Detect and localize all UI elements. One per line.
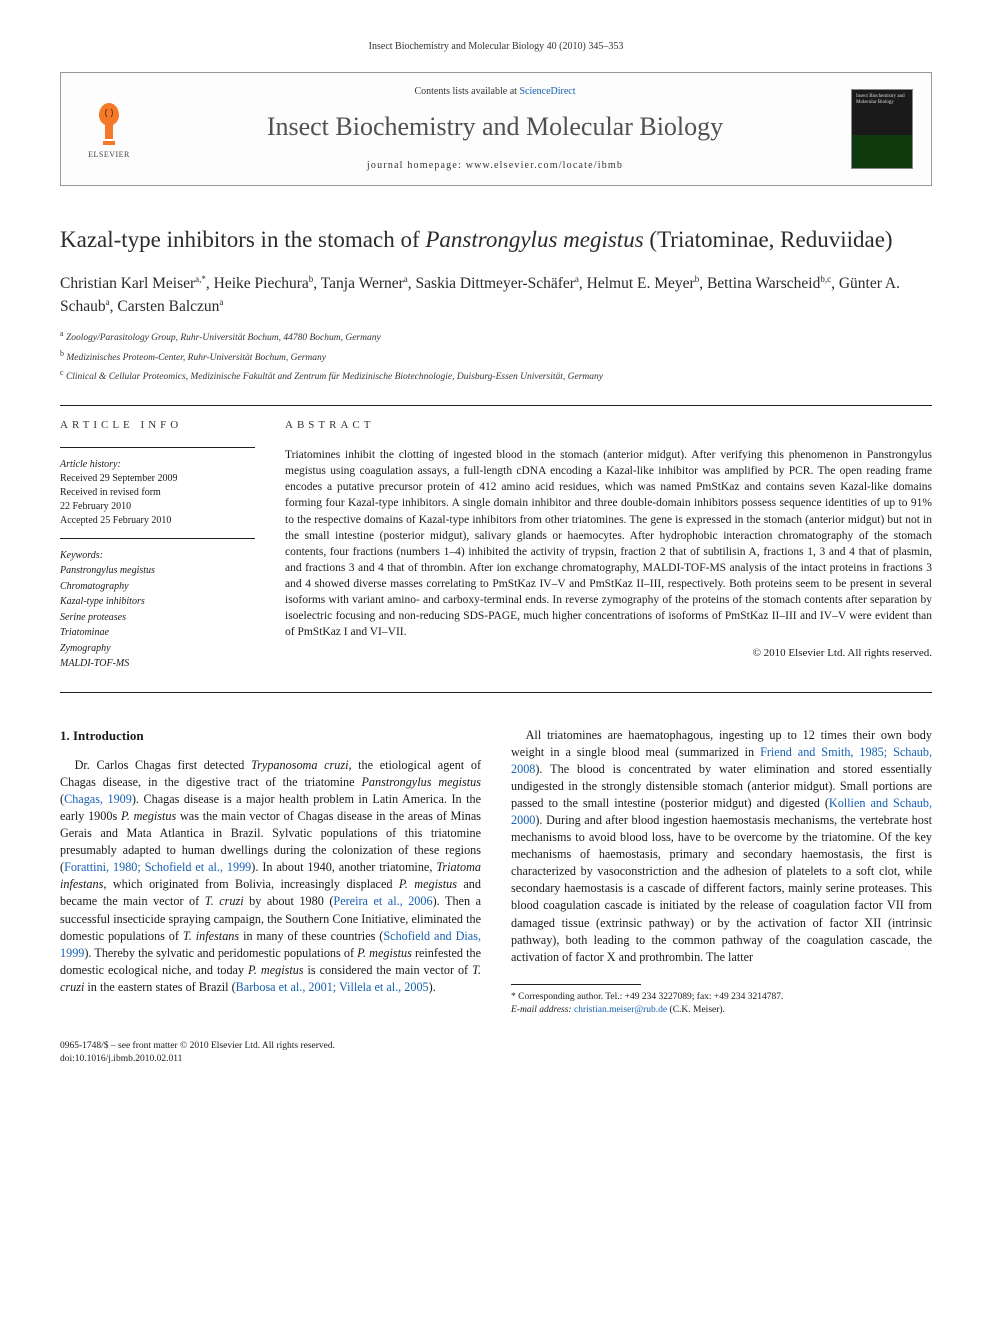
- history-item: Received 29 September 2009: [60, 472, 255, 486]
- abstract-copyright: © 2010 Elsevier Ltd. All rights reserved…: [285, 646, 932, 661]
- ref-link[interactable]: Barbosa et al., 2001; Villela et al., 20…: [236, 980, 429, 994]
- ref-link[interactable]: Schofield and Dias, 1999: [60, 929, 481, 960]
- journal-homepage: journal homepage: www.elsevier.com/locat…: [157, 159, 833, 173]
- authors-list: Christian Karl Meisera,*, Heike Piechura…: [60, 273, 932, 318]
- sciencedirect-link[interactable]: ScienceDirect: [519, 86, 575, 97]
- keyword: Kazal-type inhibitors: [60, 594, 255, 610]
- divider: [60, 405, 932, 406]
- doi-line: doi:10.1016/j.ibmb.2010.02.011: [60, 1053, 932, 1066]
- ref-link[interactable]: Kollien and Schaub, 2000: [511, 796, 932, 827]
- running-head: Insect Biochemistry and Molecular Biolog…: [60, 40, 932, 54]
- divider: [60, 692, 932, 693]
- abstract-column: ABSTRACT Triatomines inhibit the clottin…: [285, 418, 932, 672]
- keyword: Chromatography: [60, 579, 255, 595]
- affiliations: a Zoology/Parasitology Group, Ruhr-Unive…: [60, 328, 932, 384]
- article-info-column: ARTICLE INFO Article history: Received 2…: [60, 418, 255, 672]
- corresponding-author: * Corresponding author. Tel.: +49 234 32…: [511, 991, 932, 1017]
- ref-link[interactable]: Friend and Smith, 1985; Schaub, 2008: [511, 745, 932, 776]
- article-title: Kazal-type inhibitors in the stomach of …: [60, 226, 932, 255]
- publisher-name: ELSEVIER: [88, 149, 130, 160]
- keywords-label: Keywords:: [60, 549, 255, 563]
- elsevier-logo-icon: ELSEVIER: [79, 95, 139, 163]
- journal-title: Insect Biochemistry and Molecular Biolog…: [157, 109, 833, 145]
- history-item: 22 February 2010: [60, 500, 255, 514]
- abstract-heading: ABSTRACT: [285, 418, 932, 433]
- keyword: Zymography: [60, 641, 255, 657]
- keyword: Panstrongylus megistus: [60, 563, 255, 579]
- section-heading: 1. Introduction: [60, 727, 481, 745]
- issn-line: 0965-1748/$ – see front matter © 2010 El…: [60, 1040, 932, 1053]
- keyword: Triatominae: [60, 625, 255, 641]
- journal-cover-thumb-icon: Insect Biochemistry and Molecular Biolog…: [851, 89, 913, 169]
- history-item: Accepted 25 February 2010: [60, 514, 255, 528]
- contents-list-line: Contents lists available at ScienceDirec…: [157, 85, 833, 99]
- homepage-url[interactable]: www.elsevier.com/locate/ibmb: [466, 160, 623, 171]
- history-label: Article history:: [60, 458, 255, 472]
- journal-header: ELSEVIER Contents lists available at Sci…: [60, 72, 932, 186]
- body-paragraph: Dr. Carlos Chagas first detected Trypano…: [60, 757, 481, 996]
- abstract-text: Triatomines inhibit the clotting of inge…: [285, 447, 932, 640]
- footnote-divider: [511, 984, 641, 985]
- affiliation: b Medizinisches Proteom-Center, Ruhr-Uni…: [60, 348, 932, 365]
- history-item: Received in revised form: [60, 486, 255, 500]
- article-info-heading: ARTICLE INFO: [60, 418, 255, 433]
- page-footer: 0965-1748/$ – see front matter © 2010 El…: [60, 1040, 932, 1066]
- body-text: 1. Introduction Dr. Carlos Chagas first …: [60, 727, 932, 1017]
- body-paragraph: All triatomines are haematophagous, inge…: [511, 727, 932, 966]
- ref-link[interactable]: Pereira et al., 2006: [333, 894, 432, 908]
- ref-link[interactable]: Forattini, 1980; Schofield et al., 1999: [64, 860, 251, 874]
- email-link[interactable]: christian.meiser@rub.de: [574, 1005, 667, 1015]
- affiliation: c Clinical & Cellular Proteomics, Medizi…: [60, 367, 932, 384]
- affiliation: a Zoology/Parasitology Group, Ruhr-Unive…: [60, 328, 932, 345]
- ref-link[interactable]: Chagas, 1909: [64, 792, 132, 806]
- keyword: Serine proteases: [60, 610, 255, 626]
- keyword: MALDI-TOF-MS: [60, 656, 255, 672]
